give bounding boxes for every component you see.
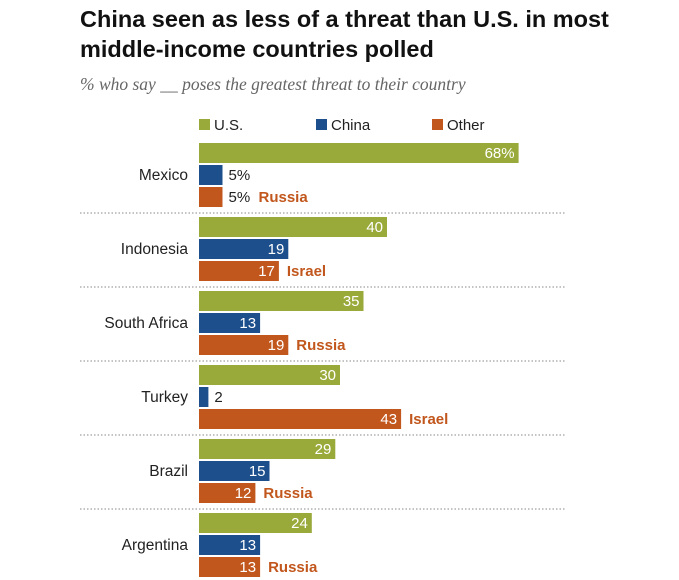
data-label-china: 5% [229, 167, 251, 184]
legend-swatch-other [432, 119, 443, 130]
data-label-other: 12 [235, 485, 252, 502]
legend-label-other: Other [447, 117, 485, 134]
chart-title: China seen as less of a threat than U.S.… [80, 6, 609, 62]
bar-us [199, 439, 336, 459]
data-label-other: 17 [258, 263, 275, 280]
bar-us [199, 217, 387, 237]
other-country-label: Russia [296, 337, 346, 354]
bar-other [199, 483, 256, 503]
country-label: Indonesia [121, 241, 189, 258]
bar-other [199, 187, 223, 207]
legend-label-china: China [331, 117, 371, 134]
bar-other [199, 409, 402, 429]
other-country-label: Israel [287, 263, 326, 280]
data-label-china: 13 [239, 537, 256, 554]
data-label-other: 19 [268, 337, 285, 354]
country-label: Mexico [139, 167, 188, 184]
data-label-other: 43 [380, 411, 397, 428]
bar-china [199, 387, 209, 407]
country-label: Argentina [122, 537, 189, 554]
data-label-other: 13 [239, 559, 256, 576]
legend-label-us: U.S. [214, 117, 243, 134]
data-label-china: 13 [239, 315, 256, 332]
data-label-us: 68% [485, 145, 515, 162]
chart-subtitle: % who say __ poses the greatest threat t… [80, 74, 466, 94]
country-label: Turkey [141, 389, 188, 406]
legend-swatch-china [316, 119, 327, 130]
legend-swatch-us [199, 119, 210, 130]
data-label-us: 40 [366, 219, 383, 236]
bar-china [199, 535, 261, 555]
bar-china [199, 165, 223, 185]
country-label: South Africa [104, 315, 188, 332]
bar-other [199, 335, 289, 355]
bar-us [199, 291, 364, 311]
other-country-label: Israel [409, 411, 448, 428]
data-label-us: 35 [343, 293, 360, 310]
bar-other [199, 261, 279, 281]
bar-other [199, 557, 261, 577]
data-label-us: 30 [319, 367, 336, 384]
country-label: Brazil [149, 463, 188, 480]
other-country-label: Russia [259, 189, 309, 206]
data-label-china: 19 [268, 241, 285, 258]
data-label-us: 24 [291, 515, 308, 532]
bar-china [199, 461, 270, 481]
other-country-label: Russia [268, 559, 318, 576]
bar-us [199, 513, 312, 533]
data-label-china: 15 [249, 463, 266, 480]
other-country-label: Russia [263, 485, 313, 502]
bar-us [199, 365, 340, 385]
bar-china [199, 239, 289, 259]
bar-us [199, 143, 519, 163]
data-label-other: 5% [229, 189, 251, 206]
bar-china [199, 313, 261, 333]
data-label-us: 29 [315, 441, 332, 458]
data-label-china: 2 [214, 389, 222, 406]
